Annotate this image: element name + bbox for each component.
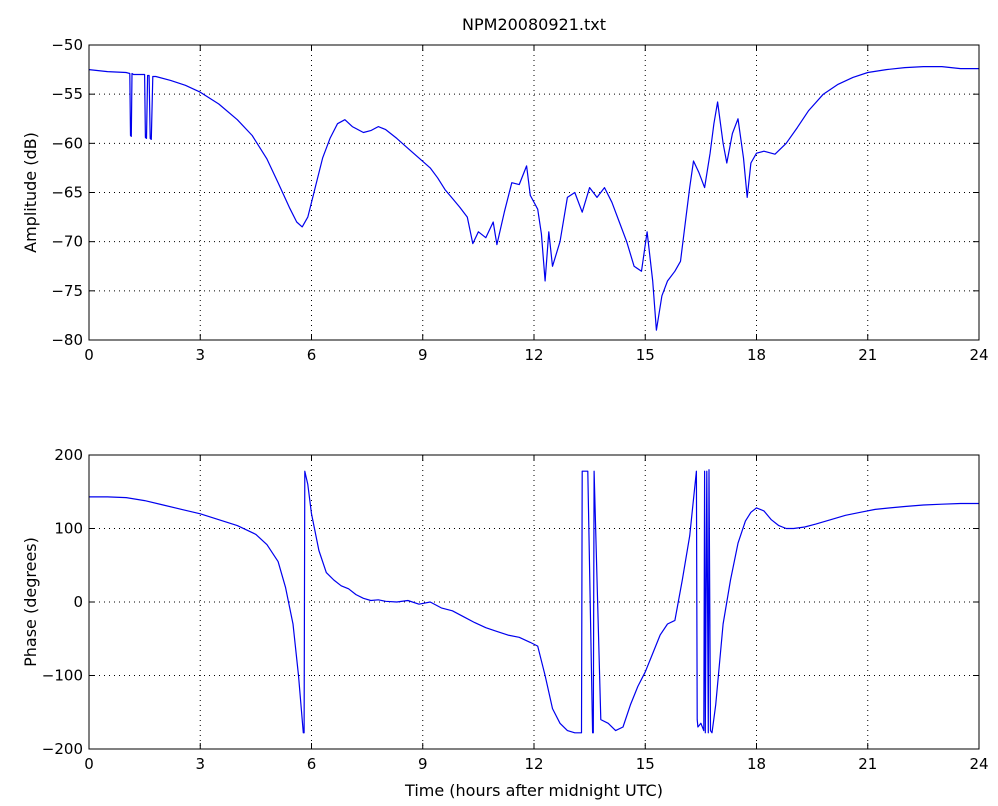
phase-y-tick-label: −100: [42, 667, 83, 685]
phase-y-tick-label: 0: [73, 593, 83, 611]
amplitude-x-tick-label: 6: [307, 346, 317, 364]
phase-x-tick-label: 18: [747, 755, 766, 773]
amplitude-y-tick-label: −65: [51, 184, 83, 202]
amplitude-x-tick-label: 15: [636, 346, 655, 364]
phase-y-tick-label: 100: [54, 520, 83, 538]
amplitude-y-tick-label: −70: [51, 233, 83, 251]
amplitude-panel: 0 3 6 9 12 15 18 21 24 −50 −55 −60 −65 −70 −75 −80 Ampli…: [21, 36, 989, 364]
amplitude-y-tick-label: −50: [51, 36, 83, 54]
phase-x-tick-label: 24: [969, 755, 988, 773]
phase-x-tick-label: 21: [858, 755, 877, 773]
phase-panel: 0 3 6 9 12 15 18 21 24 200 100 0 −100 −200 Phase (degr…: [21, 446, 989, 800]
amplitude-y-tick-label: −75: [51, 282, 83, 300]
amplitude-y-tick-label: −60: [51, 134, 83, 152]
chart-title: NPM20080921.txt: [462, 15, 606, 34]
phase-axes-frame: [88, 454, 980, 750]
phase-series-line: [89, 469, 979, 734]
amplitude-y-axis-label: Amplitude (dB): [21, 132, 40, 253]
phase-x-tick-label: 3: [195, 755, 205, 773]
phase-y-axis-label: Phase (degrees): [21, 537, 40, 667]
amplitude-x-tick-label: 24: [969, 346, 988, 364]
amplitude-x-tick-label: 0: [84, 346, 94, 364]
phase-x-tick-label: 6: [307, 755, 317, 773]
phase-x-axis-label: Time (hours after midnight UTC): [404, 781, 663, 800]
amplitude-series-line: [89, 65, 979, 331]
amplitude-y-tick-label: −80: [51, 331, 83, 349]
phase-y-tick-label: 200: [54, 446, 83, 464]
phase-x-tick-label: 9: [418, 755, 428, 773]
phase-x-tick-label: 0: [84, 755, 94, 773]
amplitude-x-tick-label: 9: [418, 346, 428, 364]
amplitude-x-tick-label: 3: [195, 346, 205, 364]
phase-x-tick-label: 12: [524, 755, 543, 773]
amplitude-x-tick-label: 12: [524, 346, 543, 364]
amplitude-x-tick-label: 18: [747, 346, 766, 364]
amplitude-y-tick-label: −55: [51, 85, 83, 103]
phase-y-tick-label: −200: [42, 740, 83, 758]
phase-x-tick-label: 15: [636, 755, 655, 773]
amplitude-axes-frame: [88, 44, 980, 341]
amplitude-x-tick-label: 21: [858, 346, 877, 364]
